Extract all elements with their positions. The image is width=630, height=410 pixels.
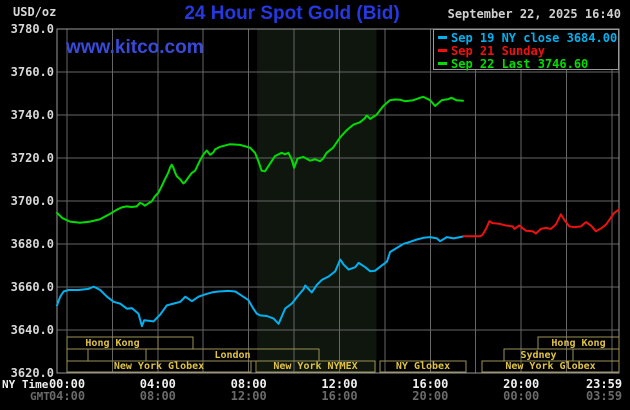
x-axis-tick-label-ny: 12:00 — [321, 377, 357, 391]
legend-dash-icon — [438, 62, 447, 65]
plot-border — [56, 28, 620, 374]
x-axis-tick-label-ny: 20:00 — [503, 377, 539, 391]
y-axis-tick-label: 3780.0 — [11, 22, 54, 36]
legend: Sep 19 NY close 3684.00 Sep 21 Sunday Se… — [433, 29, 619, 71]
x-axis-tick-label-gmt: 00:00 — [503, 389, 539, 403]
kitco-watermark: www.kitco.com — [66, 37, 204, 58]
x-axis-tick-label-gmt: 20:00 — [412, 389, 448, 403]
session-label: Hong Kong — [551, 338, 605, 349]
x-axis-tick-label-gmt: 08:00 — [140, 389, 176, 403]
session-label: New York Globex — [114, 361, 204, 372]
legend-dash-icon — [438, 36, 447, 39]
x-axis-tick-label-ny: 00:00 — [49, 377, 85, 391]
y-axis-tick-label: 3740.0 — [11, 108, 54, 122]
legend-item-sep19: Sep 19 NY close 3684.00 — [438, 30, 618, 45]
price-line — [56, 95, 464, 224]
session-box — [87, 348, 147, 362]
session-box — [66, 348, 89, 362]
legend-label: Sep 21 Sunday — [451, 43, 545, 58]
session-box — [157, 336, 194, 350]
legend-label: Sep 19 NY close 3684.00 — [451, 30, 618, 45]
x-axis-tick-label-gmt: 04:00 — [49, 389, 85, 403]
y-axis-units-label: USD/oz — [13, 5, 57, 19]
x-axis-tick-label-gmt: 03:59 — [586, 389, 622, 403]
x-axis-tick-label-ny: 08:00 — [231, 377, 267, 391]
x-axis-tick-label-ny: 16:00 — [412, 377, 448, 391]
x-axis-tick-label-ny: 23:59 — [586, 377, 622, 391]
price-line — [56, 235, 465, 328]
session-label: Sydney — [520, 350, 556, 361]
y-axis-tick-label: 3660.0 — [11, 280, 54, 294]
chart-datetime: September 22, 2025 16:40 — [447, 7, 621, 21]
x-axis-tick-label-ny: 04:00 — [140, 377, 176, 391]
y-axis-tick-label: 3640.0 — [11, 323, 54, 337]
chart-title: 24 Hour Spot Gold (Bid) — [184, 3, 400, 24]
y-axis-tick-label: 3620.0 — [11, 366, 54, 380]
session-label: Hong Kong — [85, 338, 139, 349]
session-label: New York Globex — [505, 361, 595, 372]
legend-dash-icon — [438, 49, 447, 52]
legend-item-sep22: Sep 22 Last 3746.60 — [438, 56, 618, 71]
session-box — [379, 360, 467, 373]
session-box — [255, 360, 376, 373]
session-label: NY Globex — [396, 361, 450, 372]
y-axis-tick-label: 3720.0 — [11, 151, 54, 165]
y-axis-tick-label: 3680.0 — [11, 237, 54, 251]
legend-label: Sep 22 Last 3746.60 — [451, 56, 589, 71]
price-line — [462, 208, 620, 238]
y-axis-tick-label: 3700.0 — [11, 194, 54, 208]
x-axis-tick-label-gmt: 16:00 — [321, 389, 357, 403]
session-label: London — [214, 350, 250, 361]
x-axis-tick-label-gmt: 12:00 — [231, 389, 267, 403]
legend-item-sep21: Sep 21 Sunday — [438, 43, 618, 58]
x-axis-row-label-gmt: GMT — [30, 390, 50, 403]
session-label: New York NYMEX — [273, 361, 357, 372]
session-box — [481, 360, 620, 373]
session-box — [66, 360, 252, 373]
y-axis-tick-label: 3760.0 — [11, 65, 54, 79]
x-axis-row-label-ny: NY Time — [2, 378, 49, 391]
